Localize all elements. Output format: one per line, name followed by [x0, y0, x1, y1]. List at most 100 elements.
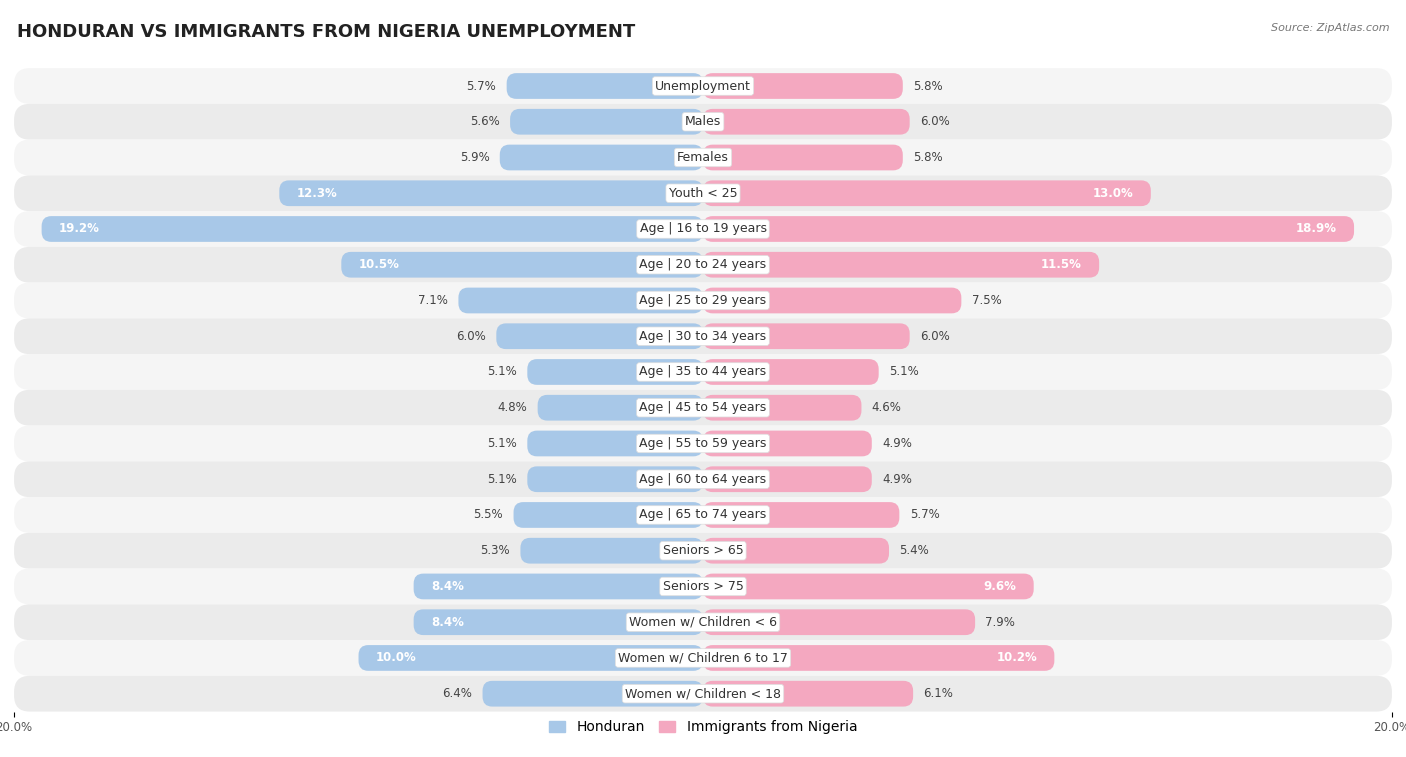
Text: 5.8%: 5.8%	[912, 151, 943, 164]
FancyBboxPatch shape	[458, 288, 703, 313]
Text: Seniors > 75: Seniors > 75	[662, 580, 744, 593]
Text: Source: ZipAtlas.com: Source: ZipAtlas.com	[1271, 23, 1389, 33]
FancyBboxPatch shape	[14, 533, 1392, 569]
FancyBboxPatch shape	[703, 466, 872, 492]
FancyBboxPatch shape	[413, 609, 703, 635]
FancyBboxPatch shape	[14, 390, 1392, 425]
FancyBboxPatch shape	[14, 104, 1392, 139]
FancyBboxPatch shape	[14, 569, 1392, 604]
FancyBboxPatch shape	[14, 68, 1392, 104]
Text: Age | 30 to 34 years: Age | 30 to 34 years	[640, 330, 766, 343]
Text: 4.6%: 4.6%	[872, 401, 901, 414]
Text: 5.7%: 5.7%	[467, 79, 496, 92]
FancyBboxPatch shape	[527, 359, 703, 385]
Text: Males: Males	[685, 115, 721, 128]
FancyBboxPatch shape	[703, 609, 976, 635]
Text: 6.4%: 6.4%	[443, 687, 472, 700]
Text: 5.8%: 5.8%	[912, 79, 943, 92]
FancyBboxPatch shape	[513, 502, 703, 528]
FancyBboxPatch shape	[14, 282, 1392, 319]
Text: 5.3%: 5.3%	[481, 544, 510, 557]
Text: 7.1%: 7.1%	[418, 294, 449, 307]
FancyBboxPatch shape	[14, 676, 1392, 712]
FancyBboxPatch shape	[703, 73, 903, 99]
Text: 5.4%: 5.4%	[900, 544, 929, 557]
Text: Age | 25 to 29 years: Age | 25 to 29 years	[640, 294, 766, 307]
FancyBboxPatch shape	[506, 73, 703, 99]
Text: Unemployment: Unemployment	[655, 79, 751, 92]
Text: 6.0%: 6.0%	[920, 330, 950, 343]
Text: 5.1%: 5.1%	[488, 437, 517, 450]
FancyBboxPatch shape	[703, 538, 889, 563]
Text: 18.9%: 18.9%	[1296, 223, 1337, 235]
Text: 5.1%: 5.1%	[889, 366, 918, 378]
FancyBboxPatch shape	[14, 354, 1392, 390]
FancyBboxPatch shape	[703, 431, 872, 456]
Text: Age | 65 to 74 years: Age | 65 to 74 years	[640, 509, 766, 522]
Legend: Honduran, Immigrants from Nigeria: Honduran, Immigrants from Nigeria	[543, 715, 863, 740]
FancyBboxPatch shape	[703, 681, 912, 706]
Text: Seniors > 65: Seniors > 65	[662, 544, 744, 557]
Text: HONDURAN VS IMMIGRANTS FROM NIGERIA UNEMPLOYMENT: HONDURAN VS IMMIGRANTS FROM NIGERIA UNEM…	[17, 23, 636, 41]
Text: 5.1%: 5.1%	[488, 366, 517, 378]
Text: Age | 45 to 54 years: Age | 45 to 54 years	[640, 401, 766, 414]
Text: 5.7%: 5.7%	[910, 509, 939, 522]
FancyBboxPatch shape	[14, 604, 1392, 640]
Text: Age | 35 to 44 years: Age | 35 to 44 years	[640, 366, 766, 378]
FancyBboxPatch shape	[14, 425, 1392, 461]
FancyBboxPatch shape	[14, 139, 1392, 176]
FancyBboxPatch shape	[703, 145, 903, 170]
Text: 9.6%: 9.6%	[984, 580, 1017, 593]
Text: 4.9%: 4.9%	[882, 437, 912, 450]
FancyBboxPatch shape	[537, 395, 703, 421]
Text: 10.2%: 10.2%	[997, 652, 1038, 665]
Text: 8.4%: 8.4%	[430, 580, 464, 593]
FancyBboxPatch shape	[14, 497, 1392, 533]
FancyBboxPatch shape	[703, 359, 879, 385]
FancyBboxPatch shape	[527, 466, 703, 492]
Text: 6.1%: 6.1%	[924, 687, 953, 700]
FancyBboxPatch shape	[499, 145, 703, 170]
FancyBboxPatch shape	[703, 323, 910, 349]
Text: 12.3%: 12.3%	[297, 187, 337, 200]
Text: 4.8%: 4.8%	[498, 401, 527, 414]
Text: 19.2%: 19.2%	[59, 223, 100, 235]
FancyBboxPatch shape	[280, 180, 703, 206]
FancyBboxPatch shape	[527, 431, 703, 456]
FancyBboxPatch shape	[703, 288, 962, 313]
FancyBboxPatch shape	[703, 502, 900, 528]
Text: 6.0%: 6.0%	[456, 330, 486, 343]
FancyBboxPatch shape	[703, 574, 1033, 600]
Text: Youth < 25: Youth < 25	[669, 187, 737, 200]
FancyBboxPatch shape	[413, 574, 703, 600]
FancyBboxPatch shape	[703, 395, 862, 421]
FancyBboxPatch shape	[342, 252, 703, 278]
Text: 10.5%: 10.5%	[359, 258, 399, 271]
FancyBboxPatch shape	[703, 180, 1152, 206]
FancyBboxPatch shape	[14, 247, 1392, 282]
FancyBboxPatch shape	[510, 109, 703, 135]
FancyBboxPatch shape	[482, 681, 703, 706]
Text: 5.9%: 5.9%	[460, 151, 489, 164]
FancyBboxPatch shape	[703, 109, 910, 135]
Text: Females: Females	[678, 151, 728, 164]
Text: 13.0%: 13.0%	[1092, 187, 1133, 200]
FancyBboxPatch shape	[42, 217, 703, 242]
Text: 5.6%: 5.6%	[470, 115, 499, 128]
Text: Age | 60 to 64 years: Age | 60 to 64 years	[640, 472, 766, 486]
Text: Women w/ Children 6 to 17: Women w/ Children 6 to 17	[619, 652, 787, 665]
FancyBboxPatch shape	[14, 640, 1392, 676]
FancyBboxPatch shape	[14, 319, 1392, 354]
Text: Women w/ Children < 6: Women w/ Children < 6	[628, 615, 778, 629]
Text: 6.0%: 6.0%	[920, 115, 950, 128]
FancyBboxPatch shape	[359, 645, 703, 671]
Text: Age | 16 to 19 years: Age | 16 to 19 years	[640, 223, 766, 235]
Text: 5.1%: 5.1%	[488, 472, 517, 486]
Text: 8.4%: 8.4%	[430, 615, 464, 629]
Text: 5.5%: 5.5%	[474, 509, 503, 522]
FancyBboxPatch shape	[14, 211, 1392, 247]
Text: Women w/ Children < 18: Women w/ Children < 18	[626, 687, 780, 700]
FancyBboxPatch shape	[496, 323, 703, 349]
Text: 11.5%: 11.5%	[1040, 258, 1083, 271]
Text: 4.9%: 4.9%	[882, 472, 912, 486]
